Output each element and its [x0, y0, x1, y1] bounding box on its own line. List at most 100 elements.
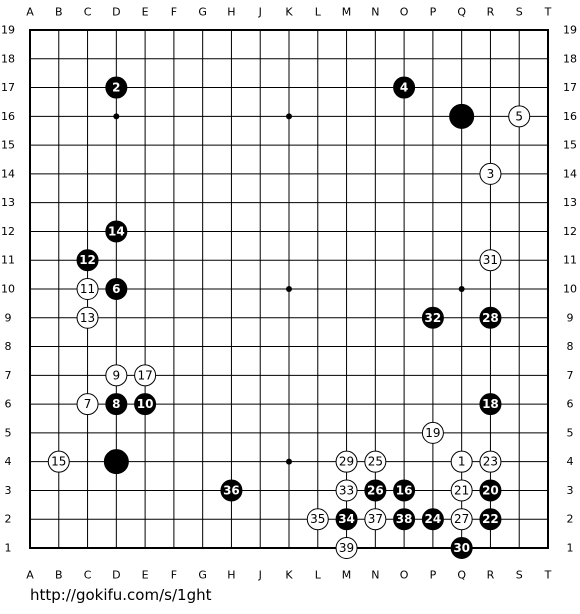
star-point [286, 113, 292, 120]
move-number: 34 [338, 512, 355, 526]
move-number: 17 [137, 368, 152, 382]
row-label: 14 [1, 167, 15, 180]
move-number: 37 [368, 512, 383, 526]
row-label: 16 [563, 110, 577, 123]
black-stone [76, 249, 99, 272]
black-stone [103, 449, 129, 475]
white-stone [450, 450, 473, 473]
row-label: 12 [1, 225, 15, 238]
column-label: L [315, 569, 322, 582]
move-number: 26 [367, 483, 384, 497]
row-label: 1 [5, 542, 12, 555]
move-number: 39 [339, 541, 354, 555]
row-label: 16 [1, 110, 15, 123]
move-number: 11 [80, 282, 95, 296]
white-stone [479, 162, 502, 185]
move-number: 13 [80, 311, 95, 325]
move-number: 8 [112, 397, 120, 411]
row-label: 4 [5, 455, 12, 468]
white-stone [47, 450, 70, 473]
black-stone [479, 508, 502, 531]
move-number: 28 [482, 311, 499, 325]
move-number: 10 [137, 397, 154, 411]
column-label: C [84, 6, 92, 19]
move-number: 21 [454, 483, 469, 497]
column-label: L [315, 6, 322, 19]
white-stone [450, 479, 473, 502]
move-number: 24 [425, 512, 442, 526]
white-stone [134, 364, 157, 387]
row-label: 3 [5, 484, 12, 497]
black-stone [105, 393, 128, 416]
move-number: 38 [396, 512, 413, 526]
white-stone [421, 421, 444, 444]
row-label: 11 [563, 254, 577, 267]
white-stone [76, 306, 99, 329]
black-stone [479, 306, 502, 329]
black-stone [449, 103, 475, 129]
row-label: 1 [567, 542, 574, 555]
column-label: T [544, 6, 552, 19]
row-label: 17 [1, 81, 15, 94]
white-stone [76, 278, 99, 300]
black-stone [479, 393, 502, 416]
row-label: 7 [5, 369, 12, 382]
star-point [286, 458, 292, 465]
move-number: 31 [483, 253, 498, 267]
row-label: 13 [1, 196, 15, 209]
row-label: 18 [563, 52, 577, 65]
move-number: 22 [482, 512, 499, 526]
move-number: 3 [487, 167, 495, 181]
column-label: P [430, 6, 437, 19]
move-number: 6 [112, 282, 120, 296]
row-label: 19 [1, 24, 15, 37]
row-label: 14 [563, 167, 577, 180]
row-label: 9 [567, 311, 574, 324]
black-stone [364, 479, 387, 502]
column-label: H [227, 6, 235, 19]
move-number: 25 [368, 455, 383, 469]
black-stone [450, 537, 473, 559]
black-stone [393, 508, 416, 531]
column-label: K [285, 569, 293, 582]
star-point [113, 113, 120, 120]
column-label: C [84, 569, 92, 582]
white-stone [450, 508, 473, 531]
row-label: 19 [563, 24, 577, 37]
black-stone [421, 508, 444, 531]
black-stone [134, 393, 157, 416]
white-stone [335, 479, 358, 502]
row-label: 15 [1, 139, 15, 152]
column-label: D [112, 6, 120, 19]
move-number: 4 [400, 81, 408, 95]
row-label: 5 [567, 426, 574, 439]
column-label: Q [457, 6, 466, 19]
move-number: 29 [339, 455, 354, 469]
column-label: S [516, 6, 523, 19]
move-number: 14 [108, 224, 125, 238]
black-stone [105, 76, 128, 99]
column-label: P [430, 569, 437, 582]
column-label: B [55, 569, 63, 582]
white-stone [479, 249, 502, 272]
column-label: R [487, 6, 495, 19]
column-label: R [487, 569, 495, 582]
row-label: 8 [567, 340, 574, 353]
black-stone [105, 220, 128, 243]
black-stone [421, 306, 444, 329]
black-stone [220, 479, 243, 502]
column-label: F [171, 569, 177, 582]
white-stone [105, 364, 128, 387]
row-label: 2 [5, 513, 12, 526]
move-number: 23 [483, 455, 498, 469]
move-number: 30 [453, 541, 470, 555]
row-label: 10 [563, 283, 577, 296]
white-stone [479, 450, 502, 473]
row-label: 4 [567, 455, 574, 468]
column-label: O [400, 6, 409, 19]
black-stone [479, 479, 502, 502]
column-label: Q [457, 569, 466, 582]
source-url: http://gokifu.com/s/1ght [30, 586, 212, 604]
row-label: 11 [1, 254, 15, 267]
